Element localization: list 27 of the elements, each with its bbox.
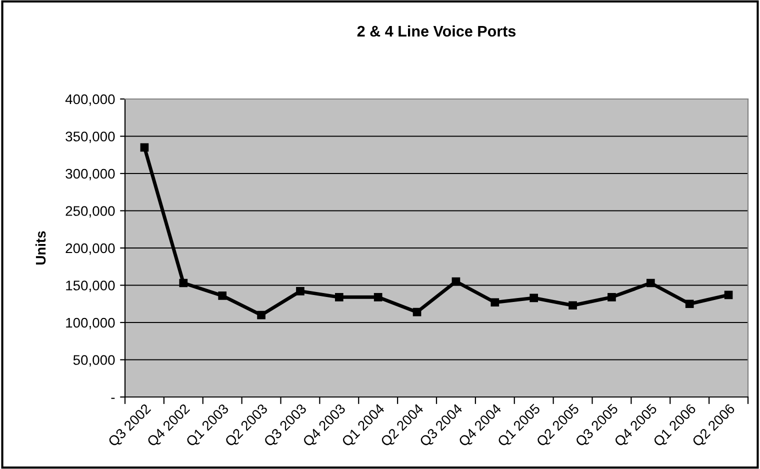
point <box>296 287 304 296</box>
point <box>334 293 344 302</box>
y-tick-label: 150,000 <box>66 280 115 292</box>
point <box>179 278 188 288</box>
point <box>257 310 266 320</box>
point <box>685 300 694 308</box>
point <box>568 301 577 310</box>
point <box>412 308 422 316</box>
point <box>218 292 227 300</box>
point <box>646 278 655 288</box>
y-tick-label: 350,000 <box>66 132 115 144</box>
point <box>530 294 538 302</box>
y-tick-label: 100,000 <box>66 318 115 330</box>
y-tick-label: 300,000 <box>66 168 115 180</box>
point <box>452 277 460 286</box>
point <box>140 143 149 152</box>
chart-title: 2 & 4 Line Voice Ports <box>357 25 516 37</box>
y-tick-label: - <box>111 398 115 399</box>
y-tick-label: 50,000 <box>73 355 115 367</box>
y-tick-label: 200,000 <box>66 243 115 255</box>
y-axis-title: Units <box>35 231 46 265</box>
point <box>374 293 382 302</box>
y-tick-label: 400,000 <box>65 94 115 106</box>
y-tick-label: 250,000 <box>66 206 115 218</box>
point <box>608 293 616 302</box>
point <box>490 298 500 307</box>
point <box>724 290 733 300</box>
